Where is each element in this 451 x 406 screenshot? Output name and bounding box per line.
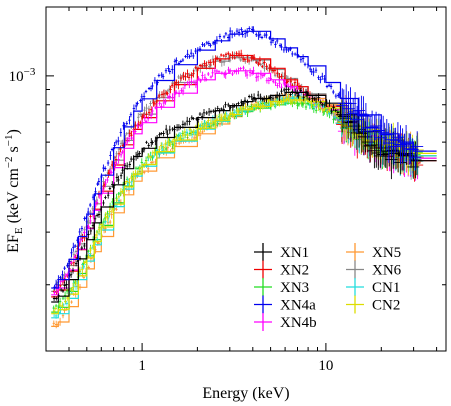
legend-item-xn6: XN6 <box>346 260 402 279</box>
legend-label: XN5 <box>372 245 401 261</box>
legend-item-cn1: CN1 <box>346 278 400 296</box>
y-label-base-sub: E <box>13 227 25 234</box>
legend-marker <box>254 243 272 261</box>
y-label-mid: s <box>5 146 22 156</box>
legend-marker <box>346 243 364 261</box>
legend-item-xn1: XN1 <box>254 243 309 261</box>
legend-label: XN4b <box>280 315 317 331</box>
plot-frame <box>45 6 447 352</box>
y-label-base: EF <box>5 234 22 253</box>
legend-marker <box>346 278 364 296</box>
legend-label: XN3 <box>280 280 309 296</box>
y-label-end: ) <box>5 129 22 134</box>
series-points-xn1 <box>52 85 423 301</box>
y-label-rest: (keV cm <box>5 168 22 228</box>
legend-label: CN1 <box>372 280 400 296</box>
y-label-exp2: −1 <box>3 135 15 147</box>
legend-marker <box>254 295 272 314</box>
series-xn1 <box>51 85 437 303</box>
legend-marker <box>254 260 272 279</box>
x-axis-label: Energy (keV) <box>202 385 289 402</box>
ticks-layer <box>45 7 446 351</box>
y-axis-label: EFE (keV cm−2 s−1) <box>3 129 25 253</box>
legend-label: XN6 <box>372 263 402 279</box>
legend-marker <box>346 295 364 314</box>
legend-item-xn5: XN5 <box>346 243 401 261</box>
series-xn4a <box>51 26 437 290</box>
series-layer <box>51 26 437 329</box>
legend-item-xn3: XN3 <box>254 278 309 296</box>
y-tick-base: 10 <box>9 69 24 85</box>
x-tick-label: 10 <box>318 358 333 374</box>
legend-item-xn2: XN2 <box>254 260 309 279</box>
legend-marker <box>254 313 272 331</box>
series-model-xn4a <box>51 30 437 289</box>
series-points-xn4b <box>53 65 424 295</box>
legend-label: XN4a <box>280 298 316 314</box>
y-label-exp1: −2 <box>3 156 15 168</box>
series-points-xn4a <box>53 26 424 290</box>
legend-marker <box>346 260 364 279</box>
legend-label: CN2 <box>372 298 400 314</box>
y-tick-exp: −3 <box>24 66 36 78</box>
legend-item-cn2: CN2 <box>346 295 400 314</box>
legend-item-xn4a: XN4a <box>254 295 316 314</box>
legend-label: XN2 <box>280 263 309 279</box>
axis-ticks <box>45 7 446 351</box>
legend-label: XN1 <box>280 245 309 261</box>
series-points-xn2 <box>52 49 424 295</box>
legend-marker <box>254 278 272 296</box>
y-tick-label: 10−3 <box>9 66 36 85</box>
legend-item-xn4b: XN4b <box>254 313 317 331</box>
x-tick-label: 1 <box>138 358 146 374</box>
